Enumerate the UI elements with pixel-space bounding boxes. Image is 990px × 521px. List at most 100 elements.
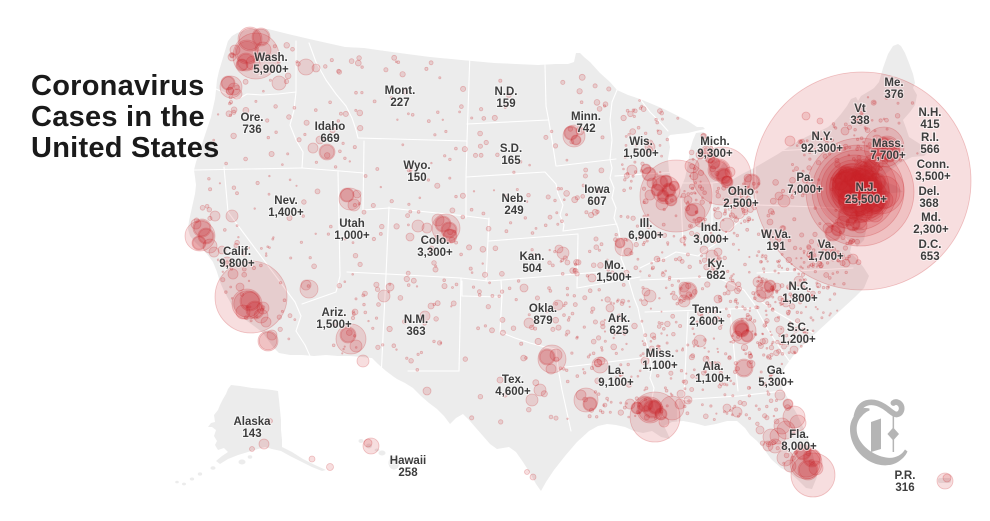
svg-text:1,500+: 1,500+	[596, 272, 632, 284]
svg-text:Ore.: Ore.	[240, 112, 263, 124]
svg-text:Tex.: Tex.	[502, 374, 524, 386]
svg-text:La.: La.	[608, 365, 625, 377]
svg-text:W.Va.: W.Va.	[761, 229, 791, 241]
svg-text:566: 566	[920, 144, 939, 156]
svg-text:1,800+: 1,800+	[782, 293, 818, 305]
svg-text:165: 165	[501, 155, 521, 167]
svg-text:Mo.: Mo.	[604, 260, 624, 272]
svg-text:150: 150	[407, 172, 426, 184]
svg-text:N.D.: N.D.	[495, 86, 518, 98]
svg-text:92,300+: 92,300+	[801, 143, 843, 155]
svg-text:1,100+: 1,100+	[642, 360, 678, 372]
svg-text:Wyo.: Wyo.	[403, 160, 430, 172]
svg-text:Hawaii: Hawaii	[390, 455, 426, 467]
svg-text:N.M.: N.M.	[404, 314, 428, 326]
svg-text:9,100+: 9,100+	[598, 377, 634, 389]
svg-text:363: 363	[406, 326, 425, 338]
svg-text:415: 415	[920, 119, 940, 131]
svg-text:Alaska: Alaska	[233, 416, 271, 428]
svg-text:2,300+: 2,300+	[913, 224, 949, 236]
svg-text:Del.: Del.	[918, 186, 939, 198]
svg-text:316: 316	[895, 482, 914, 494]
svg-text:Conn.: Conn.	[917, 159, 950, 171]
svg-text:368: 368	[919, 198, 939, 210]
svg-text:S.C.: S.C.	[787, 322, 809, 334]
svg-text:504: 504	[522, 263, 542, 275]
svg-text:Md.: Md.	[921, 212, 941, 224]
svg-text:1,000+: 1,000+	[334, 230, 370, 242]
svg-text:5,900+: 5,900+	[253, 64, 289, 76]
svg-text:Fla.: Fla.	[789, 429, 809, 441]
svg-text:Utah: Utah	[339, 218, 365, 230]
svg-text:D.C.: D.C.	[919, 239, 942, 251]
svg-text:1,200+: 1,200+	[780, 334, 816, 346]
svg-text:Okla.: Okla.	[529, 303, 557, 315]
svg-text:Wash.: Wash.	[254, 52, 287, 64]
svg-text:Ill.: Ill.	[640, 218, 653, 230]
svg-text:N.C.: N.C.	[789, 281, 812, 293]
svg-text:Pa.: Pa.	[796, 172, 813, 184]
svg-text:Me.: Me.	[884, 77, 903, 89]
svg-text:Minn.: Minn.	[571, 111, 601, 123]
svg-text:N.J.: N.J.	[855, 182, 876, 194]
svg-text:Ariz.: Ariz.	[322, 307, 347, 319]
svg-text:736: 736	[242, 124, 261, 136]
svg-text:Ark.: Ark.	[608, 313, 630, 325]
svg-text:Ohio: Ohio	[728, 186, 754, 198]
svg-text:653: 653	[920, 251, 939, 263]
svg-text:Va.: Va.	[818, 239, 835, 251]
svg-text:1,500+: 1,500+	[316, 319, 352, 331]
svg-text:607: 607	[587, 196, 606, 208]
svg-text:1,100+: 1,100+	[695, 373, 731, 385]
svg-text:682: 682	[706, 270, 725, 282]
svg-text:2,500+: 2,500+	[723, 198, 759, 210]
svg-text:Mich.: Mich.	[700, 136, 729, 148]
svg-text:Wis.: Wis.	[629, 136, 653, 148]
svg-text:1,400+: 1,400+	[268, 207, 304, 219]
svg-text:Vt: Vt	[854, 103, 866, 115]
svg-text:9,300+: 9,300+	[697, 148, 733, 160]
svg-text:191: 191	[766, 241, 786, 253]
svg-text:625: 625	[609, 325, 629, 337]
svg-text:249: 249	[504, 205, 523, 217]
svg-text:9,800+: 9,800+	[219, 258, 255, 270]
svg-text:Kan.: Kan.	[520, 251, 545, 263]
svg-text:Tenn.: Tenn.	[692, 304, 722, 316]
svg-text:Idaho: Idaho	[315, 121, 346, 133]
svg-text:Mont.: Mont.	[385, 85, 416, 97]
svg-text:S.D.: S.D.	[500, 143, 522, 155]
svg-text:R.I.: R.I.	[921, 132, 939, 144]
svg-text:N.H.: N.H.	[919, 107, 942, 119]
svg-text:879: 879	[533, 315, 552, 327]
svg-text:1,700+: 1,700+	[808, 251, 844, 263]
svg-text:742: 742	[576, 123, 595, 135]
svg-text:5,300+: 5,300+	[758, 377, 794, 389]
svg-text:258: 258	[398, 467, 418, 479]
svg-text:P.R.: P.R.	[895, 470, 916, 482]
svg-text:25,500+: 25,500+	[845, 194, 887, 206]
svg-text:Miss.: Miss.	[646, 348, 675, 360]
svg-text:4,600+: 4,600+	[495, 386, 531, 398]
svg-text:Iowa: Iowa	[584, 184, 610, 196]
svg-text:Ga.: Ga.	[767, 365, 786, 377]
svg-text:Colo.: Colo.	[421, 235, 450, 247]
svg-text:1,500+: 1,500+	[623, 148, 659, 160]
svg-text:3,500+: 3,500+	[915, 171, 951, 183]
svg-text:Nev.: Nev.	[274, 195, 297, 207]
svg-text:2,600+: 2,600+	[689, 316, 725, 328]
svg-text:376: 376	[884, 89, 903, 101]
svg-text:Mass.: Mass.	[872, 138, 904, 150]
svg-text:Ind.: Ind.	[701, 222, 721, 234]
svg-text:338: 338	[850, 115, 870, 127]
svg-text:8,000+: 8,000+	[781, 441, 817, 453]
svg-text:Calif.: Calif.	[223, 246, 251, 258]
svg-text:3,300+: 3,300+	[417, 247, 453, 259]
svg-text:N.Y.: N.Y.	[811, 131, 832, 143]
svg-text:Ala.: Ala.	[702, 361, 723, 373]
svg-text:3,000+: 3,000+	[693, 234, 729, 246]
svg-text:7,000+: 7,000+	[787, 184, 823, 196]
svg-text:6,900+: 6,900+	[628, 230, 664, 242]
svg-text:143: 143	[242, 428, 261, 440]
svg-text:159: 159	[496, 98, 515, 110]
svg-text:227: 227	[390, 97, 409, 109]
